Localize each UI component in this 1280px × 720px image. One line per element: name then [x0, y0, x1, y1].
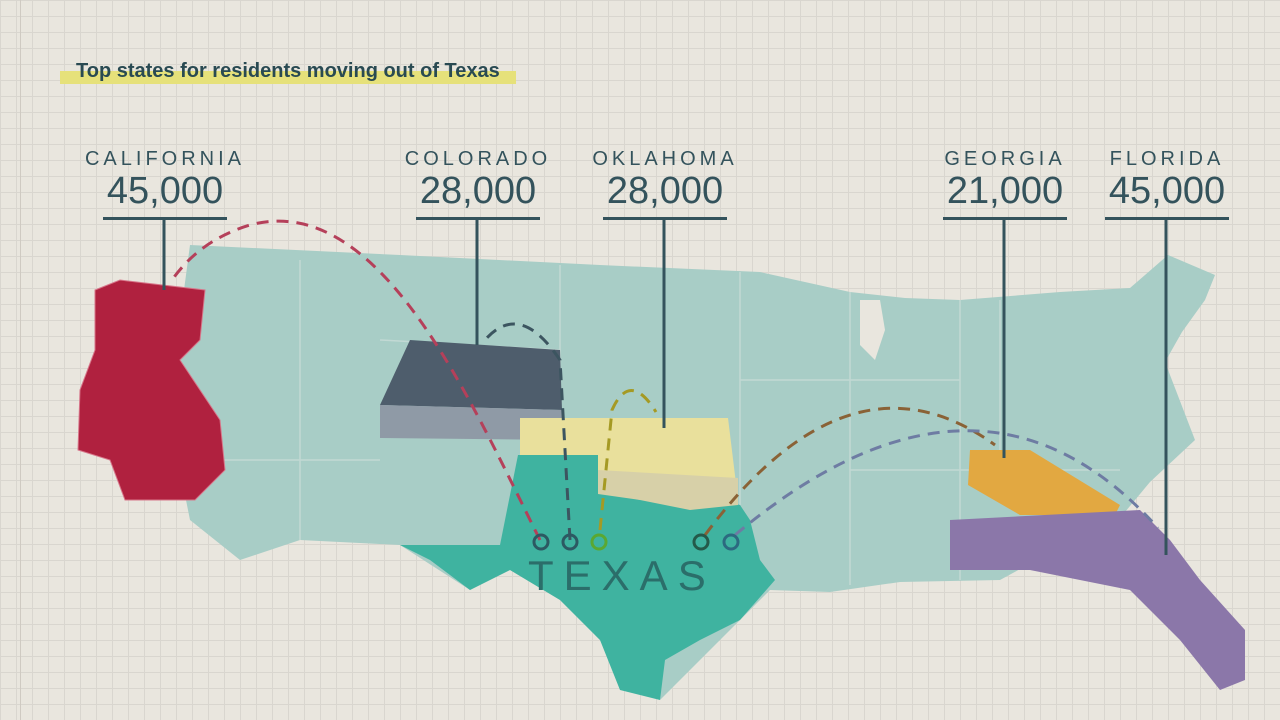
flow-georgia — [703, 406, 996, 536]
label-georgia: GEORGIA 21,000 — [920, 148, 1090, 220]
state-texas — [400, 455, 775, 700]
flow-california — [170, 219, 542, 541]
label-california: CALIFORNIA 45,000 — [80, 148, 250, 220]
state-name: CALIFORNIA — [84, 148, 246, 170]
flow-arrows — [170, 219, 1160, 541]
leader-lines — [162, 218, 1168, 555]
label-florida: FLORIDA 45,000 — [1082, 148, 1252, 220]
state-florida — [950, 510, 1245, 690]
origin-markers — [532, 533, 740, 551]
state-colorado — [380, 340, 562, 410]
texas-label: TEXAS — [528, 552, 716, 599]
label-oklahoma: OKLAHOMA 28,000 — [580, 148, 750, 220]
state-value: 28,000 — [606, 170, 724, 212]
label-colorado: COLORADO 28,000 — [393, 148, 563, 220]
flow-florida — [734, 429, 1160, 537]
state-oklahoma-side — [598, 470, 738, 510]
state-name: FLORIDA — [1109, 148, 1225, 170]
state-california — [77, 279, 226, 501]
state-value: 45,000 — [106, 170, 224, 212]
state-value: 45,000 — [1108, 170, 1226, 212]
state-name: GEORGIA — [944, 148, 1066, 170]
lake-michigan — [860, 300, 885, 360]
label-underline — [603, 217, 727, 220]
flow-oklahoma — [598, 389, 658, 531]
frame-border — [20, 0, 21, 720]
label-underline — [103, 217, 227, 220]
label-underline — [416, 217, 540, 220]
label-underline — [1105, 217, 1229, 220]
state-colorado-side — [380, 405, 562, 440]
state-name: OKLAHOMA — [592, 148, 738, 170]
flow-colorado — [483, 322, 572, 541]
state-value: 21,000 — [946, 170, 1064, 212]
state-value: 28,000 — [419, 170, 537, 212]
state-name: COLORADO — [404, 148, 552, 170]
state-georgia — [968, 450, 1120, 515]
map-title: Top states for residents moving out of T… — [60, 58, 516, 87]
label-underline — [943, 217, 1067, 220]
